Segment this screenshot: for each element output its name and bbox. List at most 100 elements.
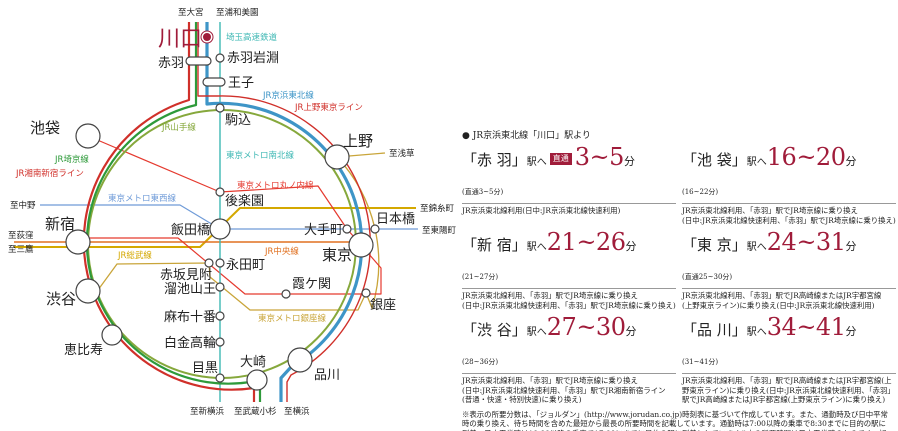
station-kawaguchi-label: 川口	[158, 27, 202, 52]
station-ebisu-marker	[101, 324, 123, 346]
route-subtime: (28~36分)	[462, 358, 499, 366]
station-ebisu-label: 恵比寿	[64, 343, 103, 358]
station-oji-marker	[202, 77, 226, 87]
route-desc-line: JR京浜東北線利用、「赤羽」駅でJR埼京線に乗り換え	[462, 291, 638, 300]
line-label-saitama: 埼玉高速鉄道	[226, 32, 278, 43]
line-tozai	[40, 204, 418, 230]
line-label-yamanote: JR山手線	[161, 122, 196, 133]
station-ikebukuro-marker	[75, 123, 101, 149]
station-nihonbashi-label: 日本橋	[376, 212, 415, 227]
station-shibuya-marker	[75, 278, 101, 304]
station-akabaneiwabuchi-marker	[215, 53, 225, 63]
station-otemachi-marker	[342, 224, 352, 234]
route-time: 21~26	[546, 228, 626, 256]
station-korakuen-marker	[215, 187, 225, 197]
travel-time-panel: ● JR京浜東北線「川口」駅より 「赤 羽」駅へ 直通 3~5分 (直通3~5分) …	[462, 130, 896, 431]
station-shinjuku-marker	[65, 229, 91, 255]
route-name: 「池 袋」	[682, 151, 747, 169]
route-unit: 分	[625, 240, 637, 253]
line-shonan	[82, 22, 256, 402]
route-desc-line: 駅でJR高崎線またはJR宇都宮線(上野東京ライン)に乗り換え)	[682, 395, 886, 404]
route-suffix: 駅へ	[526, 327, 547, 338]
route-desc-line: (日中:JR京浜東北線快速利用、「赤羽」駅でJR湘南新宿ライン	[462, 385, 666, 395]
route-akabane: 「赤 羽」駅へ 直通 3~5分 (直通3~5分) JR京浜東北線利用(日中:JR京浜…	[462, 144, 676, 216]
route-name: 「新 宿」	[462, 236, 527, 254]
route-desc-line: (普通・快速・特別快速)に乗り換え)	[462, 395, 582, 404]
line-label-uenotokyo: JR上野東京ライン	[294, 102, 363, 113]
station-iidabashi-label: 飯田橋	[171, 223, 210, 238]
route-time: 16~20	[766, 143, 846, 171]
route-time: 3~5	[574, 143, 625, 171]
direction-ogikubo: 至荻窪	[8, 230, 34, 241]
direction-musashikosugi: 至武蔵小杉	[234, 406, 277, 417]
station-akabane-label: 赤羽	[158, 56, 184, 71]
station-tokyo-marker	[348, 232, 374, 258]
station-shinagawa-label: 品川	[314, 368, 340, 383]
station-osaki-label: 大崎	[240, 355, 266, 370]
line-label-ginza: 東京メトロ銀座線	[258, 313, 327, 324]
route-unit: 分	[845, 240, 857, 253]
station-iidabashi-marker	[209, 218, 231, 240]
line-label-shonan: JR湘南新宿ライン	[15, 168, 84, 179]
route-desc-line: JR京浜東北線利用、「赤羽」駅でJR高崎線またはJR宇都宮線	[682, 291, 882, 300]
route-desc-line: (上野東京ライン)に乗り換え(日中:JR京浜東北線快速利用)	[682, 300, 875, 310]
route-name: 「品 川」	[682, 321, 747, 339]
station-otemachi-label: 大手町	[304, 223, 343, 238]
station-nagatacho-label: 永田町	[226, 258, 265, 273]
line-label-keihin: JR京浜東北線	[262, 90, 314, 101]
station-akasakamitsuke-marker	[204, 258, 214, 268]
line-yamanote	[87, 109, 357, 379]
station-shinjuku-label: 新宿	[45, 215, 75, 233]
route-ikebukuro: 「池 袋」駅へ16~20分 (16~22分) JR京浜東北線利用、「赤羽」駅でJ…	[682, 144, 896, 225]
panel-header: ● JR京浜東北線「川口」駅より	[462, 131, 591, 141]
route-name: 「東 京」	[682, 236, 747, 254]
station-ginza-marker	[361, 288, 371, 298]
station-azabujuban-marker	[215, 311, 225, 321]
direction-yokohama: 至横浜	[284, 406, 310, 417]
route-name: 「赤 羽」	[462, 151, 527, 169]
line-marunouchi	[78, 135, 382, 295]
direction-omiya: 至大宮	[178, 7, 204, 18]
current-station-dot	[203, 33, 211, 41]
station-oji-label: 王子	[228, 76, 254, 91]
direct-badge: 直通	[549, 153, 572, 165]
line-label-tozai: 東京メトロ東西線	[108, 193, 177, 204]
station-shinagawa-marker	[287, 347, 313, 373]
station-ginza-label: 銀座	[370, 298, 396, 313]
line-label-chuo: JR中央線	[264, 246, 299, 257]
line-label-saikyo: JR埼京線	[54, 154, 89, 165]
station-korakuen-label: 後楽園	[225, 193, 264, 209]
route-subtime: (16~22分)	[682, 188, 719, 196]
station-ikebukuro-label: 池袋	[30, 119, 60, 137]
direction-nakano: 至中野	[10, 200, 36, 211]
route-subtime: (直通3~5分)	[462, 188, 504, 196]
station-azabujuban-label: 麻布十番	[164, 310, 216, 325]
footnote: ※表示の所要分数は、「ジョルダン」(http://www.jorudan.co.…	[462, 409, 888, 431]
route-time: 27~30	[546, 313, 626, 341]
route-time: 34~41	[766, 313, 846, 341]
direction-toyocho: 至東陽町	[422, 225, 457, 236]
route-unit: 分	[845, 325, 857, 338]
route-time: 24~31	[766, 228, 846, 256]
station-nihonbashi-marker	[370, 224, 380, 234]
station-meguro-marker	[215, 373, 225, 383]
line-saikyo	[85, 22, 262, 402]
route-shibuya: 「渋 谷」駅へ27~30分 (28~36分) JR京浜東北線利用、「赤羽」駅でJ…	[462, 314, 676, 405]
route-shinjuku: 「新 宿」駅へ21~26分 (21~27分) JR京浜東北線利用、「赤羽」駅でJ…	[462, 229, 676, 310]
station-akabaneiwabuchi-label: 赤羽岩淵	[227, 51, 279, 66]
route-unit: 分	[623, 155, 635, 168]
route-tokyo: 「東 京」駅へ24~31分 (直通25~30分) JR京浜東北線利用、「赤羽」駅…	[682, 229, 896, 310]
route-suffix: 駅へ	[746, 327, 767, 338]
station-tokyo-label: 東京	[322, 246, 352, 264]
station-ueno-marker	[324, 144, 350, 170]
route-suffix: 駅へ	[746, 242, 767, 253]
station-komagome-label: 駒込	[225, 113, 251, 128]
route-unit: 分	[625, 325, 637, 338]
route-suffix: 駅へ	[526, 157, 547, 168]
line-keihin	[205, 22, 364, 402]
route-grid: 「赤 羽」駅へ 直通 3~5分 (直通3~5分) JR京浜東北線利用(日中:JR京浜…	[462, 144, 896, 405]
route-shinagawa: 「品 川」駅へ34~41分 (31~41分) JR京浜東北線利用、「赤羽」駅でJ…	[682, 314, 896, 405]
line-label-marunouchi: 東京メトロ丸ノ内線	[237, 180, 314, 191]
route-suffix: 駅へ	[746, 157, 767, 168]
route-desc-line: JR京浜東北線利用、「赤羽」駅でJR高崎線またはJR宇都宮線(上	[682, 376, 892, 385]
